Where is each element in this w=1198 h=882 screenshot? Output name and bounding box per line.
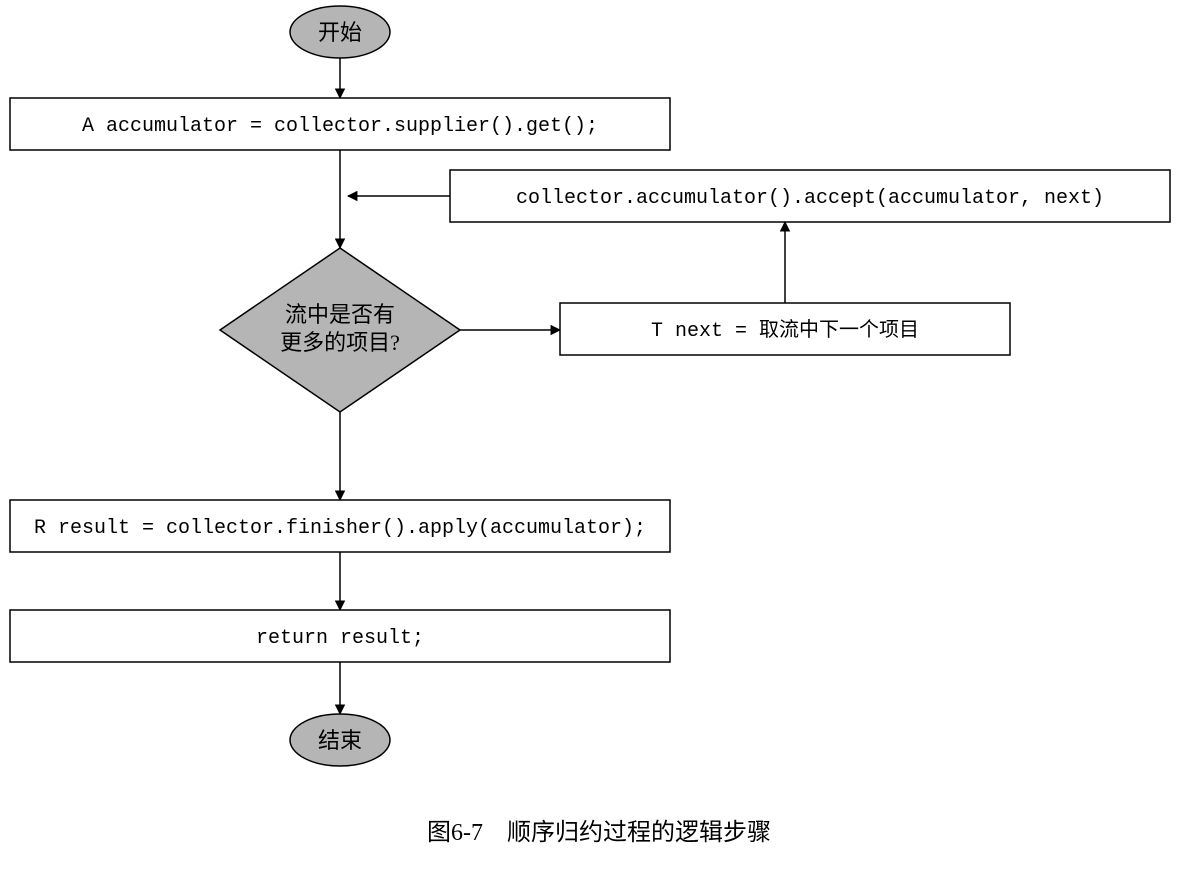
figure-caption: 图6-7 顺序归约过程的逻辑步骤 xyxy=(427,819,771,846)
node-end-label: 结束 xyxy=(318,728,362,753)
node-supplier: A accumulator = collector.supplier().get… xyxy=(10,98,670,150)
node-supplier-label: A accumulator = collector.supplier().get… xyxy=(82,115,598,138)
node-decision-label1: 流中是否有 xyxy=(285,302,395,327)
node-start: 开始 xyxy=(290,6,390,58)
node-next-label: T next = 取流中下一个项目 xyxy=(651,318,919,343)
node-next-label-cn: 取流中下一个项目 xyxy=(759,318,919,341)
node-next: T next = 取流中下一个项目 xyxy=(560,303,1010,355)
flowchart-diagram: 开始 A accumulator = collector.supplier().… xyxy=(0,0,1198,882)
node-finisher: R result = collector.finisher().apply(ac… xyxy=(10,500,670,552)
node-end: 结束 xyxy=(290,714,390,766)
node-accumulate-label: collector.accumulator().accept(accumulat… xyxy=(516,187,1104,210)
node-start-label: 开始 xyxy=(318,20,362,45)
node-next-label-code: T next = xyxy=(651,320,759,343)
node-accumulate: collector.accumulator().accept(accumulat… xyxy=(450,170,1170,222)
node-finisher-label: R result = collector.finisher().apply(ac… xyxy=(34,517,646,540)
node-decision: 流中是否有 更多的项目? xyxy=(220,248,460,412)
node-return: return result; xyxy=(10,610,670,662)
node-decision-label2: 更多的项目? xyxy=(280,330,400,355)
node-return-label: return result; xyxy=(256,627,424,650)
